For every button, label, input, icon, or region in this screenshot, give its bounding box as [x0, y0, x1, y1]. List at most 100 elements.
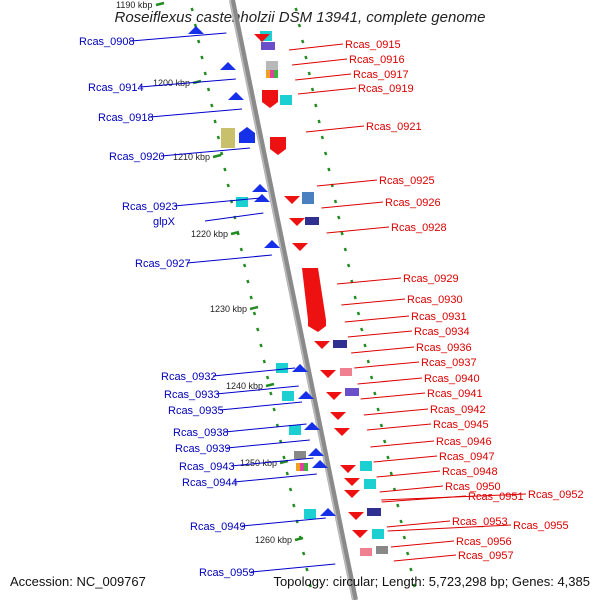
gene-feature[interactable] [312, 460, 328, 468]
right-gene-label[interactable]: Rcas_0921 [366, 121, 422, 133]
right-gene-label[interactable]: Rcas_0936 [416, 342, 472, 354]
right-gene-label[interactable]: Rcas_0930 [407, 294, 463, 306]
left-gene-label[interactable]: Rcas_0918 [98, 112, 154, 124]
tick-mark [206, 87, 211, 92]
gene-feature[interactable] [372, 529, 384, 539]
left-gene-label[interactable]: Rcas_0935 [168, 405, 224, 417]
gene-feature[interactable] [284, 196, 300, 204]
gene-feature[interactable] [330, 412, 346, 420]
gene-feature[interactable] [344, 478, 360, 486]
right-gene-label[interactable]: Rcas_0915 [345, 39, 401, 51]
gene-feature[interactable] [236, 197, 248, 207]
right-gene-label[interactable]: Rcas_0946 [436, 436, 492, 448]
right-gene-label[interactable]: Rcas_0948 [442, 466, 498, 478]
gene-feature[interactable] [289, 218, 305, 226]
gene-feature[interactable] [360, 461, 372, 471]
left-gene-label[interactable]: Rcas_0938 [173, 427, 229, 439]
right-gene-label[interactable]: Rcas_0951 [468, 491, 524, 503]
gene-feature[interactable] [352, 530, 368, 538]
left-gene-label[interactable]: Rcas_0943 [179, 461, 235, 473]
gene-feature[interactable] [320, 370, 336, 378]
right-gene-label[interactable]: Rcas_0950 [445, 481, 501, 493]
right-gene-label[interactable]: Rcas_0957 [458, 550, 514, 562]
right-gene-label[interactable]: Rcas_0955 [513, 520, 569, 532]
gene-feature[interactable] [261, 42, 275, 50]
left-gene-label[interactable]: glpX [153, 216, 176, 228]
gene-feature[interactable] [266, 61, 278, 71]
gene-feature[interactable] [188, 26, 204, 34]
gene-feature[interactable] [344, 490, 360, 498]
gene-feature[interactable] [270, 137, 286, 155]
right-gene-label[interactable]: Rcas_0953 [452, 516, 508, 528]
gene-feature[interactable] [304, 509, 316, 519]
right-gene-label[interactable]: Rcas_0942 [430, 404, 486, 416]
gene-feature[interactable] [364, 479, 376, 489]
tick-mark [308, 583, 312, 588]
right-gene-label[interactable]: Rcas_0952 [528, 489, 584, 501]
left-gene-label[interactable]: Rcas_0932 [161, 371, 217, 383]
gene-feature[interactable] [254, 194, 270, 202]
left-gene-label[interactable]: Rcas_0959 [199, 567, 255, 579]
right-gene-label[interactable]: Rcas_0925 [379, 175, 435, 187]
gene-feature[interactable] [308, 448, 324, 456]
left-gene-label[interactable]: Rcas_0914 [88, 82, 144, 94]
left-gene-label[interactable]: Rcas_0939 [175, 443, 231, 455]
left-gene-label[interactable]: Rcas_0933 [164, 389, 220, 401]
gene-feature[interactable] [289, 425, 301, 435]
right-gene-label[interactable]: Rcas_0956 [456, 536, 512, 548]
gene-feature[interactable] [254, 34, 270, 42]
gene-feature[interactable] [320, 508, 336, 516]
gene-feature[interactable] [280, 95, 292, 105]
gene-feature[interactable] [239, 127, 255, 143]
right-gene-label[interactable]: Rcas_0928 [391, 222, 447, 234]
gene-feature[interactable] [298, 391, 314, 399]
right-gene-label[interactable]: Rcas_0945 [433, 419, 489, 431]
kbp-tick [265, 382, 275, 388]
right-gene-label[interactable]: Rcas_0941 [427, 388, 483, 400]
gene-feature[interactable] [314, 341, 330, 349]
left-gene-label[interactable]: Rcas_0927 [135, 258, 191, 270]
gene-feature[interactable] [340, 465, 356, 473]
right-gene-label[interactable]: Rcas_0917 [353, 69, 409, 81]
gene-feature[interactable] [220, 62, 236, 70]
right-gene-label[interactable]: Rcas_0926 [385, 197, 441, 209]
left-gene-label[interactable]: Rcas_0944 [182, 477, 238, 489]
gene-feature[interactable] [326, 392, 342, 400]
gene-feature[interactable] [276, 363, 288, 373]
left-gene-label[interactable]: Rcas_0908 [79, 36, 135, 48]
gene-feature[interactable] [262, 90, 278, 108]
gene-feature[interactable] [340, 368, 352, 376]
left-gene-label[interactable]: Rcas_0920 [109, 151, 165, 163]
gene-feature[interactable] [294, 451, 306, 459]
gene-feature[interactable] [292, 364, 308, 372]
gene-feature[interactable] [302, 192, 314, 204]
right-gene-label[interactable]: Rcas_0937 [421, 357, 477, 369]
gene-feature[interactable] [228, 92, 244, 100]
gene-feature[interactable] [360, 548, 372, 556]
gene-feature[interactable] [305, 217, 319, 225]
gene-feature[interactable] [348, 512, 364, 520]
gene-feature[interactable] [376, 546, 388, 554]
right-gene-label[interactable]: Rcas_0934 [414, 326, 470, 338]
gene-feature[interactable] [304, 422, 320, 430]
gene-feature[interactable] [367, 508, 381, 516]
left-gene-label[interactable]: Rcas_0949 [190, 521, 246, 533]
left-gene-label[interactable]: Rcas_0923 [122, 201, 178, 213]
gene-feature[interactable] [264, 240, 280, 248]
gene-feature[interactable] [304, 463, 308, 471]
gene-feature[interactable] [292, 243, 308, 251]
right-gene-label[interactable]: Rcas_0940 [424, 373, 480, 385]
gene-feature[interactable] [252, 184, 268, 192]
gene-feature[interactable] [333, 340, 347, 348]
gene-feature[interactable] [334, 428, 350, 436]
right-gene-label[interactable]: Rcas_0919 [358, 83, 414, 95]
gene-feature[interactable] [282, 391, 294, 401]
right-gene-label[interactable]: Rcas_0916 [349, 54, 405, 66]
gene-feature[interactable] [302, 268, 326, 332]
right-gene-label[interactable]: Rcas_0947 [439, 451, 495, 463]
gene-feature[interactable] [274, 70, 278, 78]
gene-feature[interactable] [345, 388, 359, 396]
right-gene-label[interactable]: Rcas_0931 [411, 311, 467, 323]
right-gene-label[interactable]: Rcas_0929 [403, 273, 459, 285]
gene-feature[interactable] [221, 128, 235, 148]
